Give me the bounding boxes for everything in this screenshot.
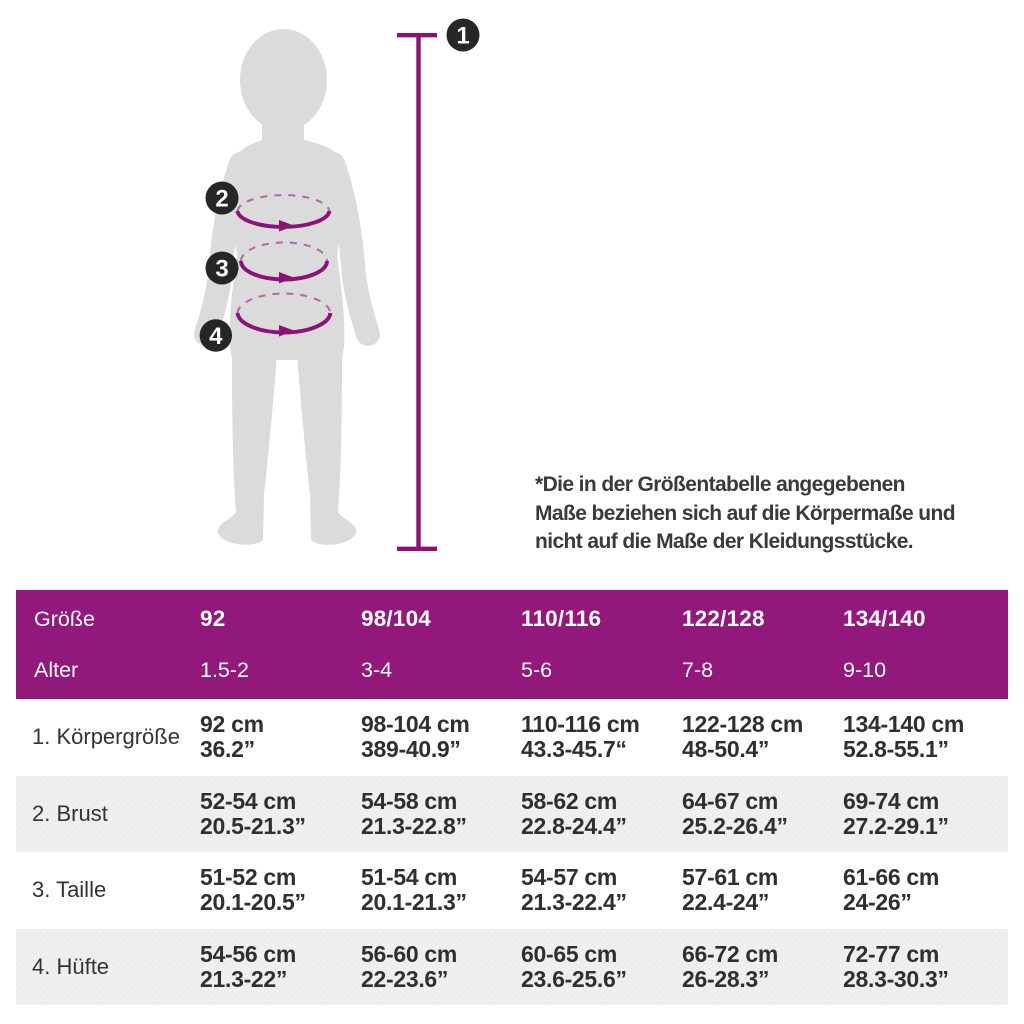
- svg-text:3: 3: [215, 256, 228, 283]
- svg-text:1: 1: [456, 23, 469, 50]
- svg-text:2: 2: [215, 186, 228, 213]
- svg-text:4: 4: [209, 323, 223, 350]
